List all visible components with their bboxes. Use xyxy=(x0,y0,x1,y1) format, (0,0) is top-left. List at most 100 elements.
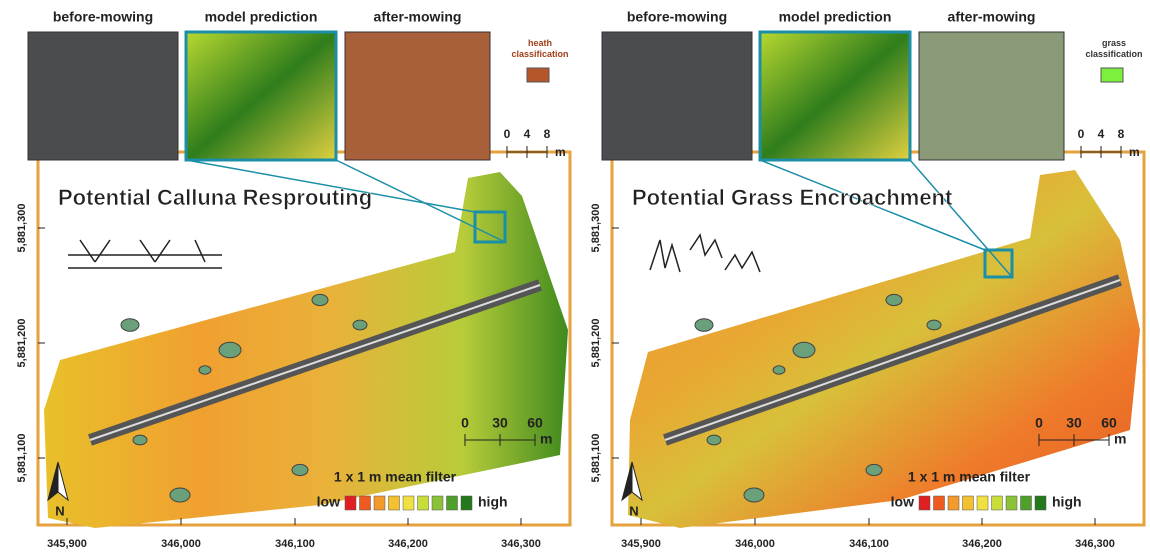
bush xyxy=(707,435,721,445)
legend-swatch xyxy=(374,496,385,510)
thumbnail xyxy=(186,32,336,160)
bush xyxy=(927,320,941,330)
thumbnail-label: model prediction xyxy=(779,9,892,25)
inset-scale-label: 4 xyxy=(1098,127,1105,141)
x-axis-label: 346,200 xyxy=(388,538,428,550)
inset-scale-label: 8 xyxy=(544,127,551,141)
legend-title: 1 x 1 m mean filter xyxy=(334,469,457,485)
legend-low: low xyxy=(891,494,914,510)
y-axis-label: 5,881,200 xyxy=(16,319,28,368)
thumbnail xyxy=(760,32,910,160)
x-axis-label: 346,000 xyxy=(161,538,201,550)
y-axis-label: 5,881,200 xyxy=(590,319,602,368)
legend-swatch xyxy=(461,496,472,510)
bush xyxy=(773,366,785,374)
scale-unit: m xyxy=(540,431,552,447)
legend-swatch xyxy=(345,496,356,510)
classification-swatch xyxy=(1101,68,1123,82)
x-axis-label: 346,100 xyxy=(275,538,315,550)
legend-swatch xyxy=(963,496,974,510)
y-axis-label: 5,881,300 xyxy=(590,204,602,253)
legend-swatch xyxy=(1021,496,1032,510)
scale-label: 60 xyxy=(527,415,543,431)
legend-swatch xyxy=(360,496,371,510)
map-area xyxy=(44,172,568,528)
legend-swatch xyxy=(919,496,930,510)
x-axis-label: 345,900 xyxy=(621,538,661,550)
classification-label: heath classification xyxy=(500,38,580,60)
inset-scale-label: 0 xyxy=(504,127,511,141)
x-axis-label: 346,300 xyxy=(1075,538,1115,550)
bush xyxy=(744,488,764,502)
thumbnail xyxy=(345,32,490,160)
bush xyxy=(170,488,190,502)
bush xyxy=(292,464,308,475)
vegetation-icon xyxy=(650,235,760,272)
legend-title: 1 x 1 m mean filter xyxy=(908,469,1031,485)
inset-scale-unit: m xyxy=(555,145,566,159)
classification-box: grass classification xyxy=(1074,38,1150,64)
bush xyxy=(353,320,367,330)
thumbnail-label: before-mowing xyxy=(627,9,727,25)
legend-swatch xyxy=(992,496,1003,510)
inset-scale-bar xyxy=(507,146,547,158)
map-title: Potential Calluna Resprouting xyxy=(58,185,372,210)
inset-scale-label: 0 xyxy=(1078,127,1085,141)
x-axis-label: 346,300 xyxy=(501,538,541,550)
thumbnail xyxy=(28,32,178,160)
bush xyxy=(199,366,211,374)
bush xyxy=(695,319,713,332)
x-axis-label: 345,900 xyxy=(47,538,87,550)
north-label: N xyxy=(629,503,638,518)
legend-low: low xyxy=(317,494,340,510)
legend-high: high xyxy=(478,494,508,510)
bush xyxy=(219,342,241,357)
y-axis-label: 5,881,100 xyxy=(590,434,602,483)
inset-scale-label: 4 xyxy=(524,127,531,141)
scale-label: 30 xyxy=(1066,415,1082,431)
legend-swatch xyxy=(934,496,945,510)
y-axis-label: 5,881,300 xyxy=(16,204,28,253)
legend-swatch xyxy=(948,496,959,510)
bush xyxy=(312,294,328,305)
bush xyxy=(133,435,147,445)
legend-swatch xyxy=(1035,496,1046,510)
legend-high: high xyxy=(1052,494,1082,510)
x-axis-label: 346,000 xyxy=(735,538,775,550)
x-axis-label: 346,200 xyxy=(962,538,1002,550)
legend-swatch xyxy=(1006,496,1017,510)
classification-label: grass classification xyxy=(1074,38,1150,60)
bush xyxy=(866,464,882,475)
inset-scale-unit: m xyxy=(1129,145,1140,159)
map-title: Potential Grass Encroachment xyxy=(632,185,953,210)
thumbnail-label: after-mowing xyxy=(948,9,1036,25)
bush xyxy=(886,294,902,305)
map-area xyxy=(628,170,1140,528)
legend-swatch xyxy=(389,496,400,510)
thumbnail-label: before-mowing xyxy=(53,9,153,25)
classification-swatch xyxy=(527,68,549,82)
bush xyxy=(121,319,139,332)
thumbnail xyxy=(602,32,752,160)
scale-label: 0 xyxy=(1035,415,1043,431)
legend-swatch xyxy=(418,496,429,510)
scale-unit: m xyxy=(1114,431,1126,447)
thumbnail xyxy=(919,32,1064,160)
vegetation-icon xyxy=(68,240,222,268)
inset-scale-label: 8 xyxy=(1118,127,1125,141)
legend-swatch xyxy=(447,496,458,510)
y-axis-label: 5,881,100 xyxy=(16,434,28,483)
north-label: N xyxy=(55,503,64,518)
inset-scale-bar xyxy=(1081,146,1121,158)
classification-box: heath classification xyxy=(500,38,580,64)
bush xyxy=(793,342,815,357)
legend-swatch xyxy=(432,496,443,510)
scale-label: 0 xyxy=(461,415,469,431)
scale-label: 60 xyxy=(1101,415,1117,431)
legend-swatch xyxy=(977,496,988,510)
x-axis-label: 346,100 xyxy=(849,538,889,550)
thumbnail-label: model prediction xyxy=(205,9,318,25)
thumbnail-label: after-mowing xyxy=(374,9,462,25)
figure: before-mowing model prediction after-mowin… xyxy=(0,0,1150,553)
scale-label: 30 xyxy=(492,415,508,431)
